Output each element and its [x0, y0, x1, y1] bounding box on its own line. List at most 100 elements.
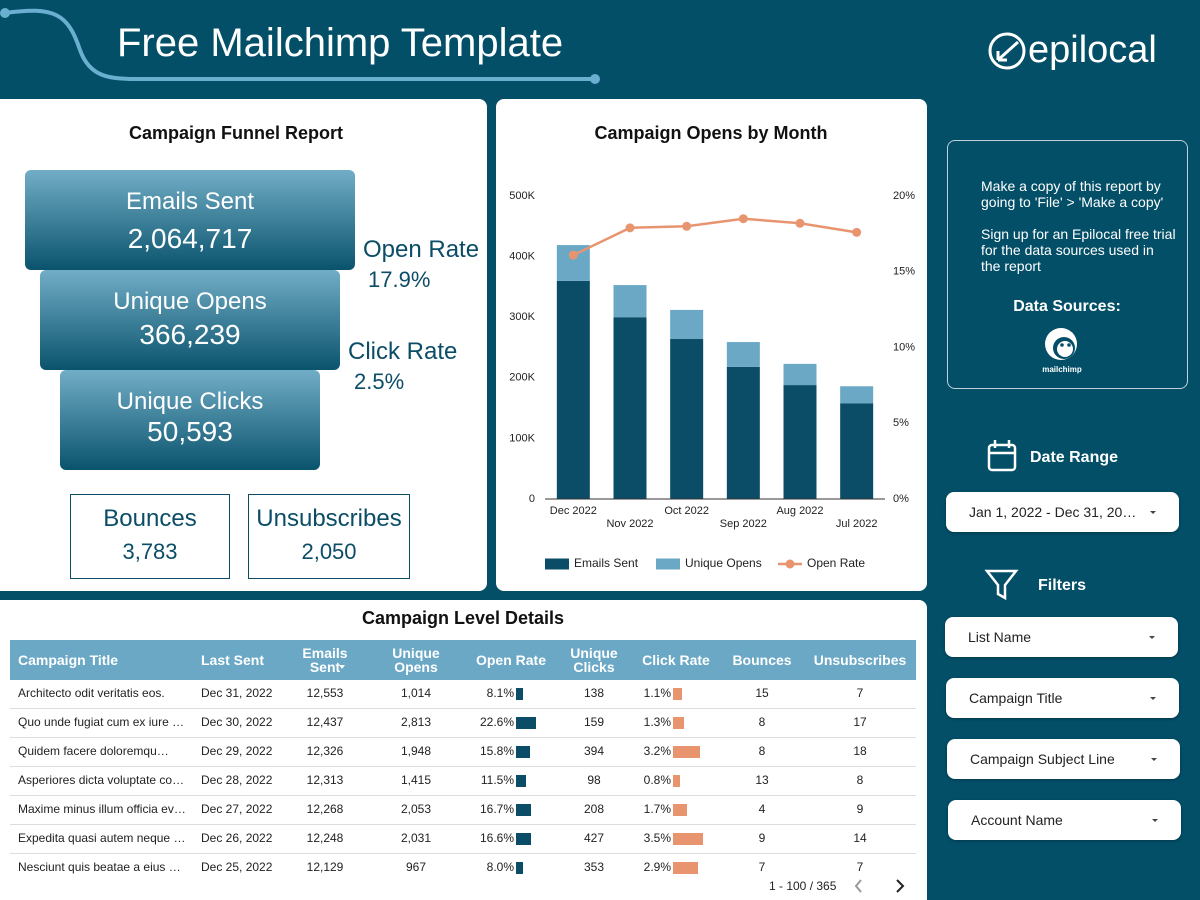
bar: [670, 339, 704, 499]
dropdown-arrow: [1150, 511, 1156, 514]
stage-label: Unique Clicks: [116, 387, 264, 415]
table-row: Nesciunt quis beatae a eius … Dec 25, 202…: [10, 854, 916, 875]
filter-dropdown-text[interactable]: Campaign Subject Line: [970, 750, 1115, 767]
cell: Dec 31, 2022: [201, 686, 273, 701]
cell-bar: [673, 804, 688, 816]
bar: [840, 403, 874, 499]
filter-dropdown-text[interactable]: Campaign Title: [969, 689, 1063, 706]
cell: 9: [856, 802, 864, 817]
cell: Asperiores dicta voluptate co…: [18, 773, 185, 788]
cell-bar: [673, 717, 685, 729]
cell-bar: [516, 746, 531, 758]
cell: Dec 26, 2022: [201, 831, 273, 846]
cell-bar: [673, 688, 683, 700]
column-header[interactable]: Emails Sent: [302, 645, 348, 675]
y-tick-label: 0%: [893, 493, 909, 505]
cell: 15: [755, 686, 769, 701]
column-header[interactable]: Last Sent: [201, 652, 265, 668]
funnel-stage: [25, 170, 355, 270]
column-header[interactable]: Campaign Title: [18, 652, 119, 668]
cell: 16.6%: [479, 831, 514, 846]
column-header[interactable]: Unique Clicks: [570, 645, 618, 675]
cell-bar: [516, 833, 531, 845]
column-header[interactable]: Bounces: [732, 652, 792, 668]
curve-dot: [0, 8, 10, 18]
bar: [613, 285, 647, 318]
cell-bar: [673, 862, 698, 874]
calendar-icon: [987, 440, 1017, 472]
cell-bar: [673, 833, 703, 845]
line-marker: [852, 227, 862, 237]
filter-dropdown-text[interactable]: List Name: [968, 628, 1032, 645]
cell: 3.5%: [643, 831, 671, 846]
filter-dropdown[interactable]: [948, 800, 1181, 840]
cell: 2,813: [400, 715, 432, 730]
y-tick-label: 15%: [893, 266, 915, 278]
total-label: Bounces: [103, 504, 197, 532]
cell: 9: [758, 831, 766, 846]
x-tick-label: Dec 2022: [550, 505, 597, 517]
funnel-stage: [60, 370, 320, 470]
cell: 8: [758, 715, 766, 730]
bar: [613, 317, 647, 499]
cell: Dec 25, 2022: [201, 860, 273, 875]
date-range-dropdown-text[interactable]: Jan 1, 2022 - Dec 31, 20…: [969, 503, 1137, 520]
y-tick-label: 100K: [509, 432, 535, 444]
legend-swatch: [545, 558, 569, 570]
total-value: 2,050: [301, 538, 357, 564]
table-row: Quidem facere doloremqu… Dec 29, 2022 12,3…: [10, 738, 916, 767]
filter-dropdown-text[interactable]: Account Name: [971, 811, 1063, 828]
column-header[interactable]: Click Rate: [642, 652, 710, 668]
table-header: [10, 640, 916, 680]
legend-swatch: [785, 559, 795, 569]
cell: 2,053: [400, 802, 432, 817]
date-range-label: Date Range: [1030, 449, 1119, 467]
filter-dropdown[interactable]: [946, 678, 1179, 718]
table-row: Asperiores dicta voluptate co… Dec 28, 20…: [10, 767, 916, 796]
bar: [726, 342, 760, 367]
filter-dropdown[interactable]: [945, 617, 1178, 657]
page-title: Free Mailchimp Template: [117, 21, 564, 65]
rate-value: 2.5%: [354, 368, 405, 394]
legend-label: Open Rate: [807, 556, 865, 570]
cell: 98: [587, 773, 601, 788]
x-tick-label: Jul 2022: [836, 518, 878, 530]
date-range-dropdown[interactable]: [946, 492, 1179, 532]
cell: 1.7%: [643, 802, 671, 817]
column-header[interactable]: Unsubscribes: [813, 652, 907, 668]
cell-bar: [516, 862, 524, 874]
cell: Architecto odit veritatis eos.: [18, 686, 165, 701]
line: [572, 217, 857, 257]
chart-title: Campaign Opens by Month: [594, 123, 828, 144]
logo-icon: [988, 32, 1026, 70]
cell: 14: [853, 831, 867, 846]
cell: 8.0%: [486, 860, 514, 875]
next-page[interactable]: [896, 879, 905, 893]
total-box: [248, 494, 410, 579]
x-tick-label: Nov 2022: [606, 518, 653, 530]
x-tick-label: Sep 2022: [720, 518, 767, 530]
cell: 0.8%: [643, 773, 671, 788]
prev-page[interactable]: [854, 879, 862, 893]
note: Make a copy of this report by going to '…: [981, 178, 1164, 210]
column-header[interactable]: Unique Opens: [392, 645, 440, 675]
cell: Maxime minus illum officia ev…: [18, 802, 186, 817]
cell: Dec 28, 2022: [201, 773, 273, 788]
cell-bar: [516, 688, 524, 700]
x-tick-label: Aug 2022: [776, 505, 823, 517]
cell: 3.2%: [643, 744, 671, 759]
cell: 11.5%: [480, 773, 514, 788]
legend-swatch: [656, 558, 680, 570]
cell-bar: [673, 746, 701, 758]
cell-bar: [516, 804, 532, 816]
filters-label: Filters: [1038, 577, 1087, 595]
rate-label: Click Rate: [348, 337, 458, 365]
bar: [556, 280, 590, 499]
cell-bar: [516, 775, 527, 787]
total-label: Unsubscribes: [256, 504, 402, 532]
filter-icon: [984, 569, 1019, 601]
column-header[interactable]: Open Rate: [475, 652, 546, 668]
filter-dropdown[interactable]: [947, 739, 1180, 779]
cell: Nesciunt quis beatae a eius …: [18, 860, 181, 875]
cell: Dec 27, 2022: [201, 802, 273, 817]
